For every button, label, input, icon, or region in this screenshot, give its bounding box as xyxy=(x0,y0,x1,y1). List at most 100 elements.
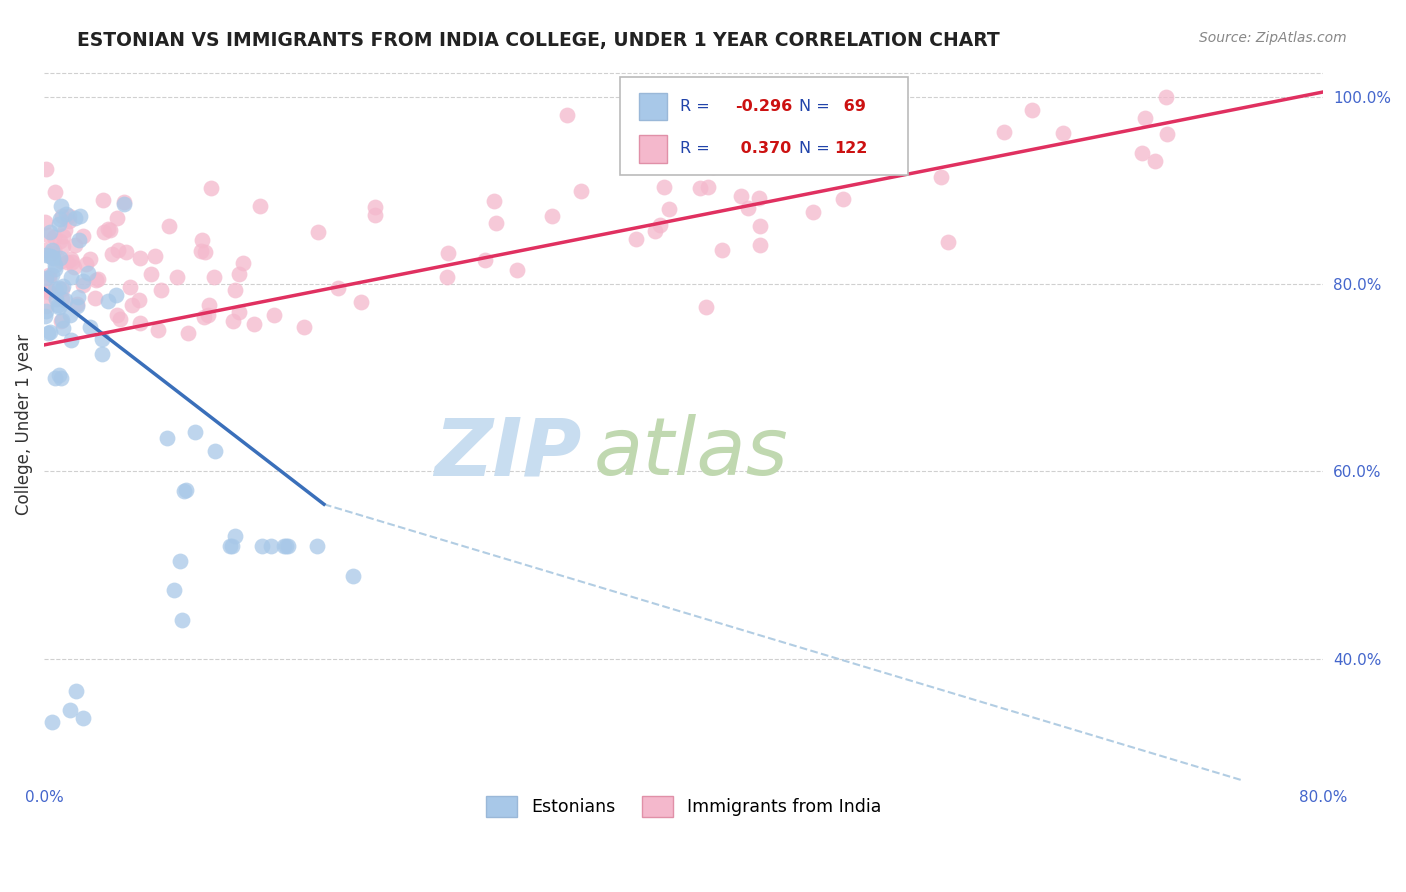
Point xyxy=(69,209,91,223)
Point xyxy=(650,219,672,233)
Point xyxy=(938,235,960,249)
Text: ZIP: ZIP xyxy=(434,414,581,492)
Point xyxy=(59,308,82,322)
Point xyxy=(224,529,246,543)
Point xyxy=(51,314,73,328)
Point xyxy=(474,253,496,268)
Point xyxy=(1133,111,1156,125)
Point xyxy=(53,293,76,307)
Bar xyxy=(638,93,666,120)
Point xyxy=(72,229,94,244)
Point xyxy=(38,268,60,282)
Point xyxy=(35,299,58,313)
Point xyxy=(49,199,72,213)
Point xyxy=(35,248,58,262)
Point xyxy=(555,108,578,122)
Point xyxy=(273,540,295,554)
Point xyxy=(929,169,952,184)
Point xyxy=(204,443,226,458)
Text: 0.370: 0.370 xyxy=(735,142,792,156)
Point xyxy=(221,540,243,554)
Point xyxy=(243,317,266,331)
Point xyxy=(993,125,1015,139)
Point xyxy=(252,540,274,554)
Point xyxy=(48,300,70,314)
Text: R =: R = xyxy=(681,142,714,156)
Text: 69: 69 xyxy=(838,99,866,113)
Point xyxy=(364,201,387,215)
Point xyxy=(52,239,75,253)
Point xyxy=(51,292,73,306)
Point xyxy=(107,243,129,257)
Point xyxy=(305,540,328,554)
Point xyxy=(326,281,349,295)
Point xyxy=(93,193,115,207)
Point xyxy=(157,219,180,234)
Point xyxy=(41,268,63,282)
Point xyxy=(695,300,717,314)
Point xyxy=(232,256,254,270)
Point xyxy=(166,270,188,285)
Point xyxy=(437,246,460,260)
Point xyxy=(652,180,675,194)
Point xyxy=(48,368,70,383)
Text: N =: N = xyxy=(799,99,830,113)
Point xyxy=(37,228,59,243)
Point xyxy=(35,162,58,177)
Point xyxy=(307,225,329,239)
Text: 122: 122 xyxy=(835,142,868,156)
Point xyxy=(485,216,508,230)
Point xyxy=(65,683,87,698)
Point xyxy=(292,320,315,334)
Point xyxy=(63,260,86,275)
Point xyxy=(90,347,112,361)
Point xyxy=(183,425,205,440)
Point xyxy=(505,263,527,277)
Point xyxy=(807,89,830,103)
Point xyxy=(1021,103,1043,117)
Point xyxy=(176,326,198,340)
Point xyxy=(1130,145,1153,160)
Point xyxy=(658,202,681,216)
Point xyxy=(711,244,734,258)
Point xyxy=(112,196,135,211)
Point xyxy=(143,249,166,263)
Point xyxy=(62,255,84,269)
Point xyxy=(129,251,152,265)
Point xyxy=(482,194,505,209)
Point xyxy=(53,223,76,237)
Point xyxy=(128,293,150,307)
Point xyxy=(98,223,121,237)
Point xyxy=(51,209,73,223)
Point xyxy=(37,283,59,297)
Point xyxy=(260,540,283,554)
Point xyxy=(218,540,240,554)
Point xyxy=(39,246,62,260)
Point xyxy=(44,370,66,384)
Point xyxy=(277,540,299,554)
Point xyxy=(197,309,219,323)
Point xyxy=(150,283,173,297)
Point xyxy=(221,314,243,328)
Point xyxy=(121,298,143,312)
Point xyxy=(75,257,97,271)
Point xyxy=(97,221,120,235)
Point xyxy=(436,270,458,285)
Text: N =: N = xyxy=(799,142,830,156)
Point xyxy=(276,540,298,554)
Point xyxy=(34,243,56,257)
Point xyxy=(141,268,163,282)
Point xyxy=(59,703,82,717)
Point xyxy=(52,321,75,335)
Point xyxy=(263,308,285,322)
Point xyxy=(48,281,70,295)
Point xyxy=(108,311,131,326)
Point xyxy=(42,243,65,257)
Point xyxy=(39,325,62,339)
Point xyxy=(224,284,246,298)
Point xyxy=(364,208,387,222)
Point xyxy=(63,238,86,252)
Point xyxy=(67,233,90,247)
Point xyxy=(66,297,89,311)
Point xyxy=(44,186,66,200)
